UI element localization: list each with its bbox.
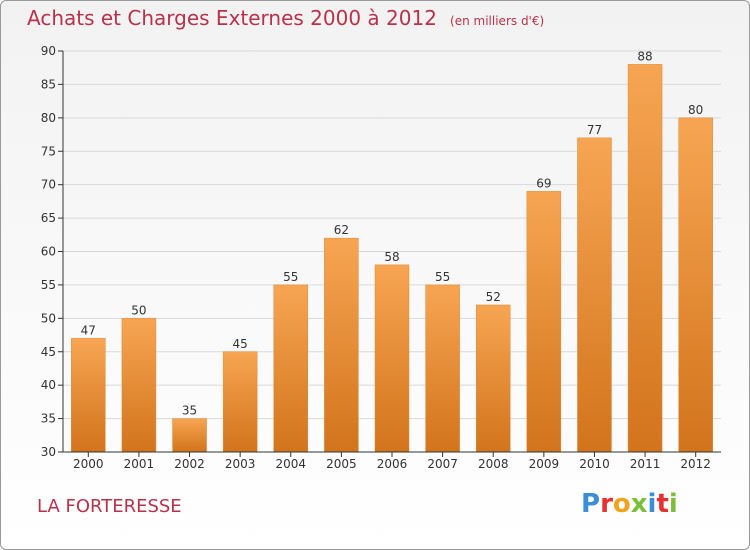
x-tick-label: 2001 bbox=[124, 457, 155, 471]
data-label: 35 bbox=[182, 404, 197, 418]
data-label: 58 bbox=[384, 250, 399, 264]
bar bbox=[425, 284, 460, 453]
y-tick-label: 85 bbox=[41, 77, 56, 91]
y-tick-label: 50 bbox=[41, 311, 56, 325]
y-tick-label: 60 bbox=[41, 245, 56, 259]
bar bbox=[374, 264, 410, 453]
bar bbox=[273, 284, 309, 453]
x-tick-label: 2007 bbox=[427, 457, 458, 471]
x-tick-label: 2011 bbox=[630, 457, 661, 471]
data-label: 80 bbox=[688, 103, 703, 117]
data-label: 62 bbox=[334, 223, 349, 237]
x-tick-label: 2004 bbox=[275, 457, 306, 471]
y-tick-label: 30 bbox=[41, 445, 56, 459]
bar bbox=[222, 351, 258, 453]
x-tick-label: 2000 bbox=[73, 457, 104, 471]
y-tick-label: 90 bbox=[41, 44, 56, 58]
data-label: 52 bbox=[486, 290, 501, 304]
bar bbox=[71, 338, 106, 453]
x-tick-label: 2009 bbox=[529, 457, 560, 471]
bar bbox=[627, 64, 663, 453]
data-label: 50 bbox=[131, 303, 146, 317]
bar bbox=[172, 418, 207, 453]
data-label: 77 bbox=[587, 123, 602, 137]
bar bbox=[526, 191, 562, 453]
x-tick-label: 2006 bbox=[377, 457, 408, 471]
bar bbox=[121, 318, 157, 453]
y-tick-label: 80 bbox=[41, 111, 56, 125]
chart-title: Achats et Charges Externes 2000 à 2012 bbox=[27, 6, 437, 30]
data-label: 69 bbox=[536, 176, 551, 190]
title-row: Achats et Charges Externes 2000 à 2012 (… bbox=[27, 6, 544, 30]
y-tick-label: 45 bbox=[41, 345, 56, 359]
x-tick-label: 2012 bbox=[680, 457, 711, 471]
y-tick-label: 55 bbox=[41, 278, 56, 292]
x-tick-label: 2002 bbox=[174, 457, 205, 471]
y-tick-label: 40 bbox=[41, 378, 56, 392]
bar bbox=[324, 237, 359, 453]
y-tick-label: 65 bbox=[41, 211, 56, 225]
bar bbox=[678, 117, 713, 453]
bar bbox=[475, 304, 511, 453]
data-label: 45 bbox=[233, 337, 248, 351]
bar bbox=[577, 137, 612, 453]
x-tick-label: 2008 bbox=[478, 457, 509, 471]
x-tick-label: 2005 bbox=[326, 457, 357, 471]
y-tick-label: 70 bbox=[41, 178, 56, 192]
chart-unit: (en milliers d'€) bbox=[450, 14, 545, 28]
y-tick-label: 75 bbox=[41, 144, 56, 158]
commune-name: LA FORTERESSE bbox=[37, 496, 182, 517]
x-tick-label: 2010 bbox=[579, 457, 610, 471]
data-label: 55 bbox=[283, 270, 298, 284]
data-label: 47 bbox=[81, 323, 96, 337]
proxiti-logo: Proxiti bbox=[581, 489, 678, 519]
y-tick-label: 35 bbox=[41, 412, 56, 426]
x-tick-label: 2003 bbox=[225, 457, 256, 471]
data-label: 55 bbox=[435, 270, 450, 284]
data-label: 88 bbox=[637, 49, 652, 63]
